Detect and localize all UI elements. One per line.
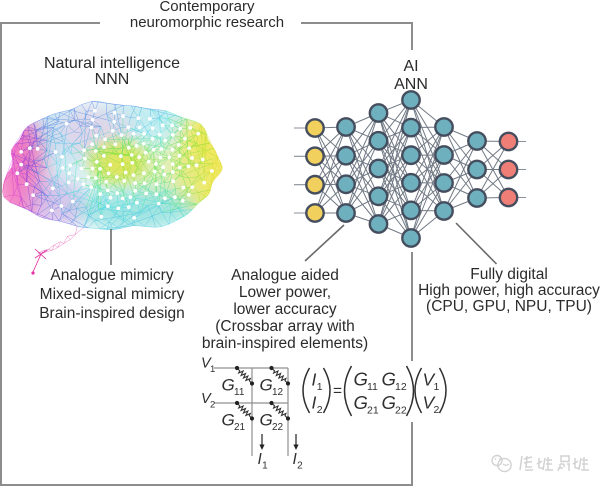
svg-text:G: G xyxy=(382,369,396,390)
svg-text:22: 22 xyxy=(395,405,407,417)
svg-text:G: G xyxy=(354,369,368,390)
svg-text:=: = xyxy=(333,383,342,400)
svg-text:V: V xyxy=(201,356,212,372)
svg-text:1: 1 xyxy=(262,461,268,472)
svg-text:1: 1 xyxy=(210,364,215,375)
svg-text:I: I xyxy=(258,451,263,468)
svg-text:G: G xyxy=(260,376,273,395)
svg-text:11: 11 xyxy=(234,387,245,398)
svg-text:2: 2 xyxy=(434,404,440,416)
svg-text:1: 1 xyxy=(317,381,323,393)
svg-text:12: 12 xyxy=(395,381,407,393)
svg-text:V: V xyxy=(423,393,437,413)
svg-text:2: 2 xyxy=(317,404,323,416)
svg-text:21: 21 xyxy=(234,422,246,433)
svg-text:I: I xyxy=(312,370,317,390)
svg-text:1: 1 xyxy=(434,381,440,393)
svg-text:G: G xyxy=(382,392,396,413)
svg-text:V: V xyxy=(201,391,212,407)
svg-text:2: 2 xyxy=(297,461,303,472)
svg-text:G: G xyxy=(222,411,235,430)
svg-text:I: I xyxy=(293,451,298,468)
svg-text:G: G xyxy=(222,376,235,395)
svg-text:22: 22 xyxy=(272,422,284,433)
svg-text:21: 21 xyxy=(367,405,379,417)
svg-text:12: 12 xyxy=(272,387,284,398)
svg-text:V: V xyxy=(423,370,437,390)
svg-text:2: 2 xyxy=(210,400,215,411)
svg-text:G: G xyxy=(354,392,368,413)
svg-text:I: I xyxy=(312,393,317,413)
svg-text:11: 11 xyxy=(367,381,378,393)
svg-text:G: G xyxy=(260,411,273,430)
